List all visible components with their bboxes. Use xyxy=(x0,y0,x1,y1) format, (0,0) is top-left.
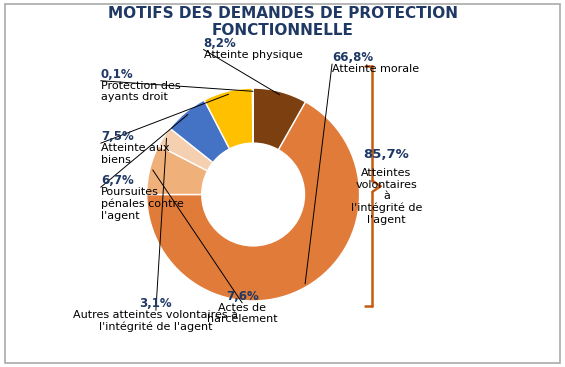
Text: Actes de
harcèlement: Actes de harcèlement xyxy=(207,303,277,324)
Text: 85,7%: 85,7% xyxy=(363,148,409,161)
Text: Atteinte aux
biens: Atteinte aux biens xyxy=(101,143,170,165)
Text: Poursuites
pénales contre
l'agent: Poursuites pénales contre l'agent xyxy=(101,187,184,221)
Text: 8,2%: 8,2% xyxy=(203,37,236,50)
Wedge shape xyxy=(147,102,359,301)
Text: Atteintes
volontaires
à
l'intégrité de
l'agent: Atteintes volontaires à l'intégrité de l… xyxy=(351,168,422,225)
Wedge shape xyxy=(253,88,306,150)
Text: 66,8%: 66,8% xyxy=(332,51,373,64)
Wedge shape xyxy=(170,100,229,163)
Text: Atteinte physique: Atteinte physique xyxy=(203,50,302,59)
Text: 7,6%: 7,6% xyxy=(226,290,259,303)
Text: Protection des
ayants droit: Protection des ayants droit xyxy=(101,81,180,102)
Wedge shape xyxy=(147,146,207,195)
Text: MOTIFS DES DEMANDES DE PROTECTION
FONCTIONNELLE: MOTIFS DES DEMANDES DE PROTECTION FONCTI… xyxy=(107,6,458,38)
Text: 0,1%: 0,1% xyxy=(101,68,133,81)
Text: Atteinte morale: Atteinte morale xyxy=(332,64,419,74)
Text: 7,5%: 7,5% xyxy=(101,130,133,143)
Text: 3,1%: 3,1% xyxy=(140,297,172,310)
Wedge shape xyxy=(159,128,213,171)
Text: Autres atteintes volontaires à
l'intégrité de l'agent: Autres atteintes volontaires à l'intégri… xyxy=(73,310,238,332)
Text: 6,7%: 6,7% xyxy=(101,174,133,187)
Wedge shape xyxy=(204,88,253,149)
